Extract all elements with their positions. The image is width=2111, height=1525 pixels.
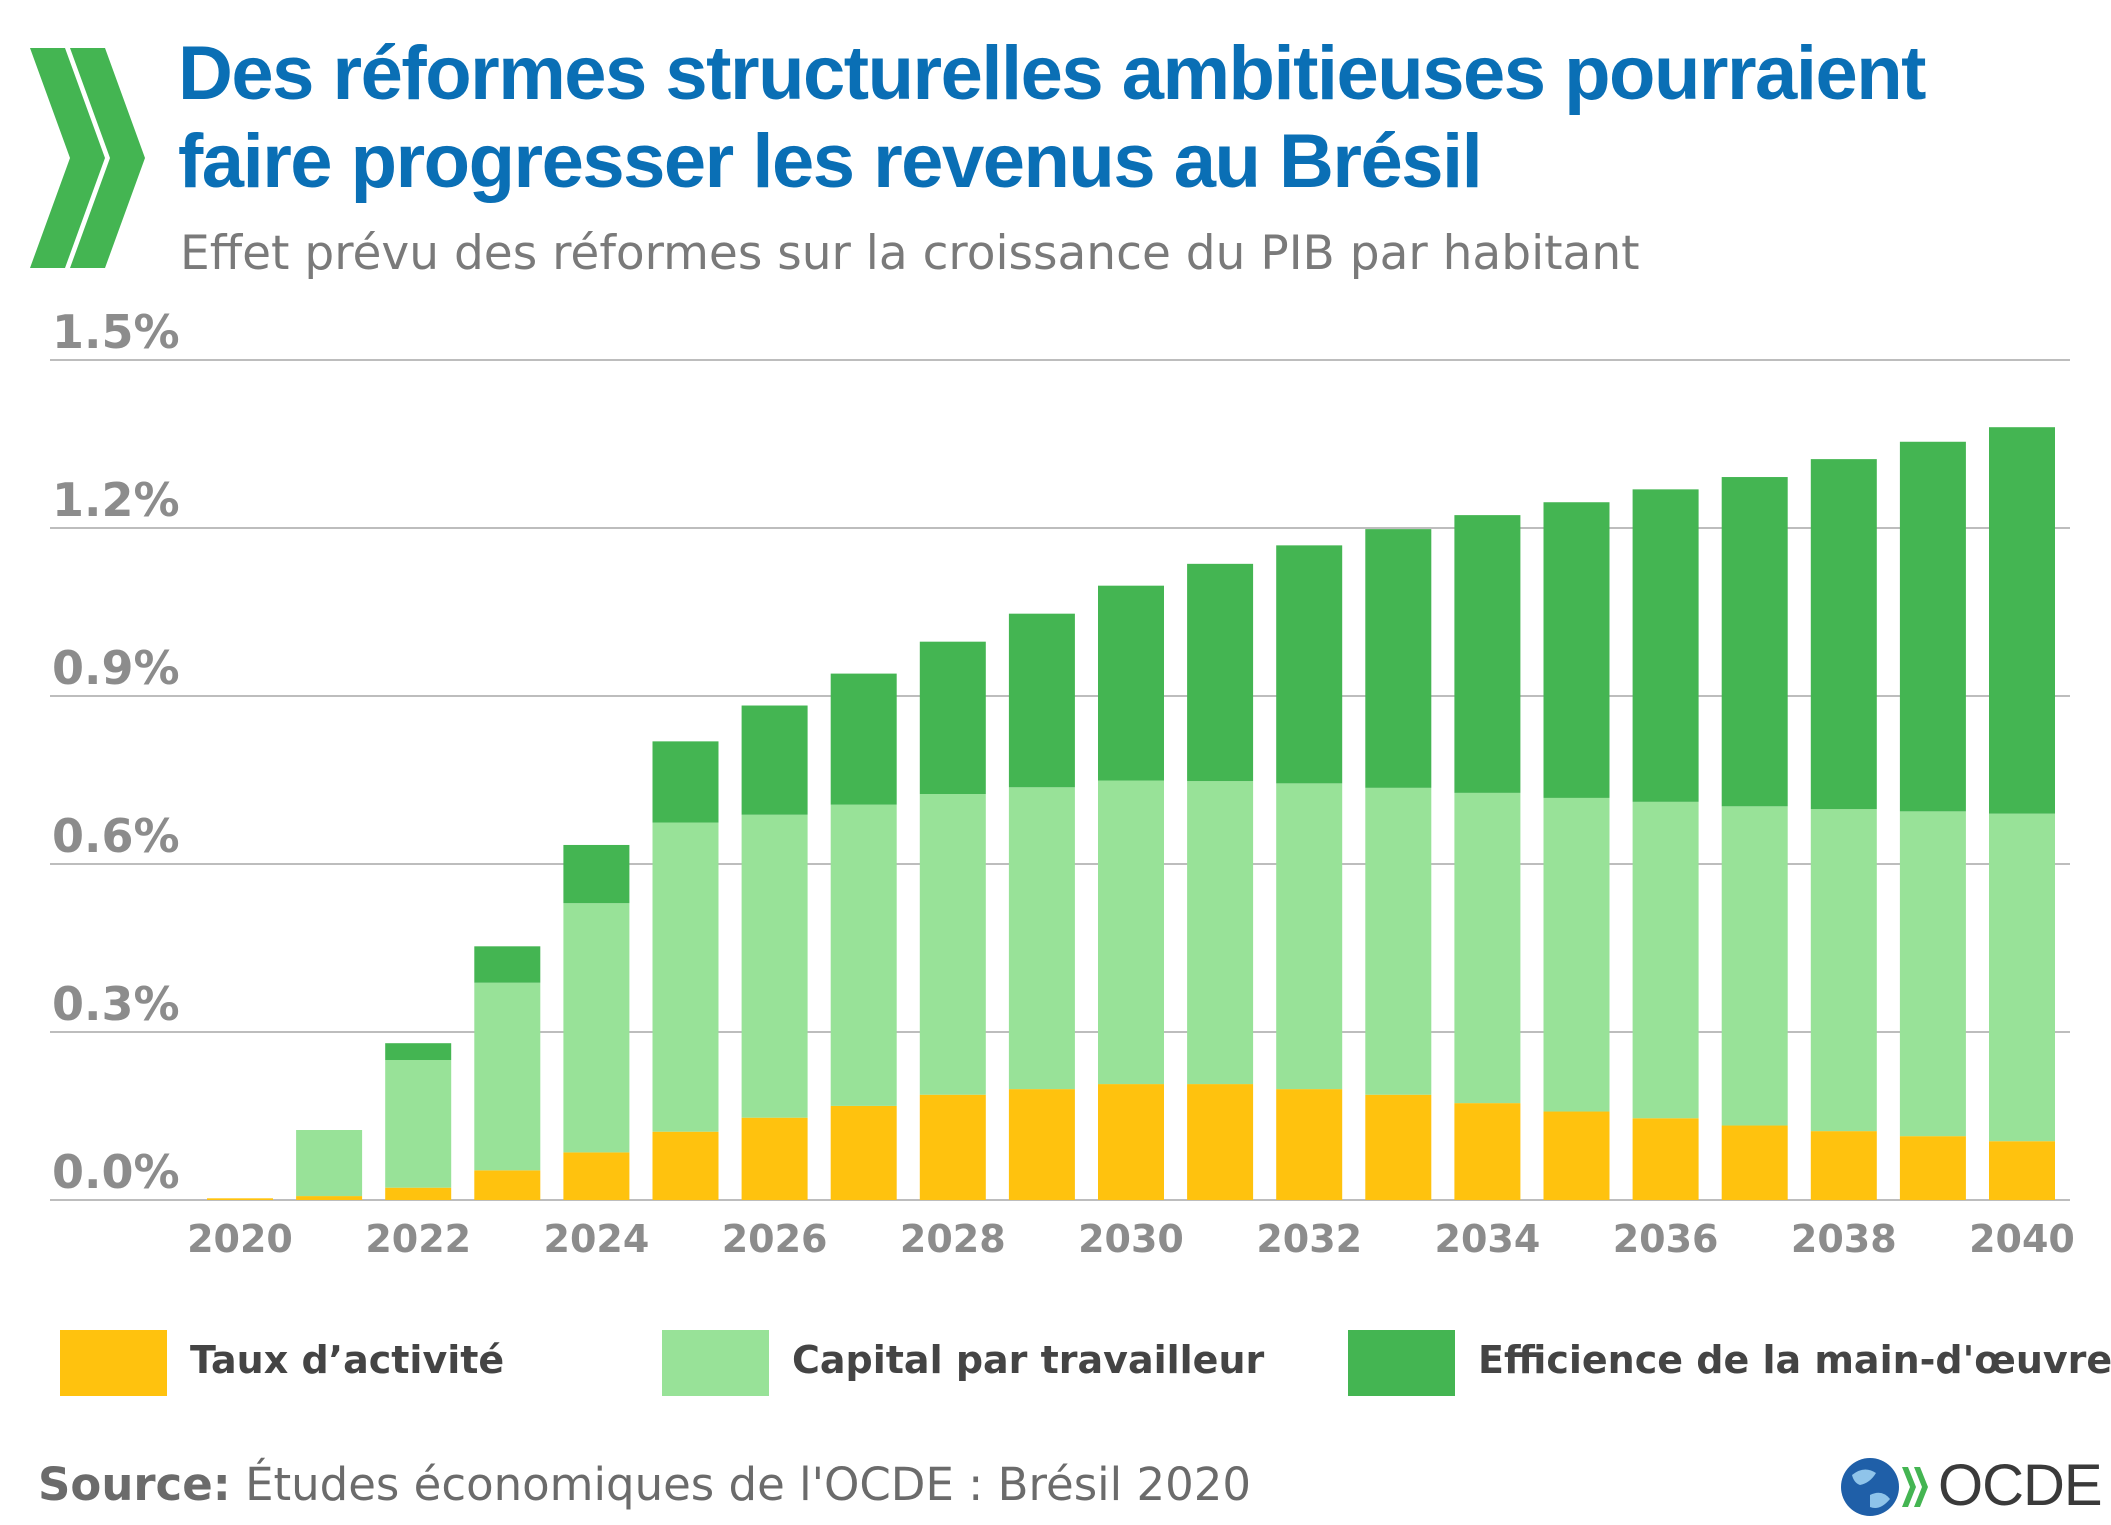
- bar-segment-efficience: [474, 946, 541, 983]
- bar-segment-taux: [1454, 1103, 1521, 1200]
- chart-subtitle: Effet prévu des réformes sur la croissan…: [180, 226, 1640, 281]
- y-tick-label: 1.5%: [52, 305, 180, 359]
- bar-segment-capital: [1899, 811, 1966, 1137]
- bar-segment-efficience: [1098, 585, 1164, 781]
- bar-segment-efficience: [1543, 502, 1610, 798]
- bar-segment-capital: [1543, 797, 1610, 1112]
- bar-segment-capital: [830, 804, 897, 1106]
- bar-segment-efficience: [1365, 529, 1432, 788]
- bar-segment-taux: [1365, 1094, 1432, 1200]
- chart-title: Des réformes structurelles ambitieuses p…: [178, 31, 1926, 204]
- x-tick-label: 2026: [722, 1217, 828, 1260]
- bar-segment-capital: [1454, 792, 1521, 1104]
- bar-segment-capital: [385, 1060, 452, 1188]
- bar-segment-efficience: [1008, 613, 1075, 788]
- bar-segment-taux: [741, 1117, 808, 1200]
- x-tick-label: 2030: [1078, 1217, 1184, 1260]
- bar-segment-capital: [1276, 783, 1343, 1090]
- bar-segment-taux: [1008, 1089, 1075, 1200]
- bar-segment-taux: [652, 1131, 719, 1200]
- bar-segment-capital: [474, 982, 541, 1171]
- x-tick-label: 2024: [544, 1217, 650, 1260]
- bar-segment-efficience: [1989, 427, 2055, 814]
- bar-segment-efficience: [741, 705, 808, 815]
- bar-segment-efficience: [1276, 545, 1343, 784]
- bar-segment-capital: [1187, 781, 1254, 1085]
- y-tick-label: 0.3%: [52, 977, 180, 1031]
- bar-segment-efficience: [1810, 459, 1877, 810]
- bar-segment-taux: [1098, 1084, 1164, 1200]
- bar-segment-taux: [1989, 1141, 2055, 1200]
- bar-segment-taux: [474, 1170, 541, 1200]
- x-tick-label: 2032: [1256, 1217, 1362, 1260]
- bar-segment-efficience: [1899, 441, 1966, 812]
- bar-segment-efficience: [1454, 515, 1521, 793]
- bar-segment-taux: [207, 1198, 273, 1200]
- legend-swatch-taux: [60, 1330, 167, 1396]
- bar-segment-taux: [385, 1187, 452, 1200]
- bar-segment-efficience: [1187, 563, 1254, 782]
- bar-segment-taux: [1632, 1118, 1699, 1200]
- x-tick-label: 2034: [1435, 1217, 1541, 1260]
- bar-segment-efficience: [919, 641, 986, 794]
- y-tick-label: 0.0%: [52, 1145, 180, 1199]
- y-tick-label: 1.2%: [52, 473, 180, 527]
- bar-segment-capital: [1989, 813, 2055, 1142]
- source-note: Source: Études économiques de l'OCDE : B…: [38, 1458, 1251, 1511]
- bar-segment-efficience: [652, 741, 719, 823]
- x-tick-label: 2022: [365, 1217, 471, 1260]
- legend-label-capital: Capital par travailleur: [792, 1338, 1265, 1382]
- oecd-chevron-icon: [30, 48, 145, 268]
- bar-segment-capital: [1632, 801, 1699, 1119]
- x-tick-label: 2036: [1613, 1217, 1719, 1260]
- bar-segment-capital: [1810, 809, 1877, 1132]
- y-tick-label: 0.6%: [52, 809, 180, 863]
- bar-segment-taux: [1810, 1131, 1877, 1200]
- bar-segment-taux: [1899, 1136, 1966, 1200]
- bar-segment-capital: [1098, 780, 1164, 1085]
- bar-segment-taux: [830, 1105, 897, 1200]
- x-tick-label: 2038: [1791, 1217, 1897, 1260]
- y-tick-label: 0.9%: [52, 641, 180, 695]
- oecd-globe-icon: [1841, 1458, 1928, 1516]
- bar-segment-taux: [1721, 1125, 1788, 1200]
- x-tick-label: 2040: [1969, 1217, 2075, 1260]
- source-text: Études économiques de l'OCDE : Brésil 20…: [245, 1458, 1251, 1511]
- bar-segment-efficience: [830, 673, 897, 805]
- bar-segment-capital: [1365, 787, 1432, 1095]
- bar-segment-efficience: [563, 844, 630, 904]
- source-label: Source:: [38, 1458, 231, 1511]
- x-tick-label: 2028: [900, 1217, 1006, 1260]
- bar-segment-taux: [296, 1196, 363, 1200]
- bar-segment-capital: [1721, 806, 1788, 1126]
- bars: [207, 427, 2055, 1200]
- y-axis-ticks: 0.0% 0.3% 0.6% 0.9% 1.2% 1.5%: [52, 305, 180, 1199]
- legend-label-taux: Taux d’activité: [190, 1338, 505, 1382]
- bar-segment-capital: [919, 794, 986, 1095]
- bar-segment-taux: [563, 1152, 630, 1200]
- legend-swatch-capital: [662, 1330, 769, 1396]
- bar-segment-capital: [563, 903, 630, 1153]
- bar-segment-taux: [919, 1094, 986, 1200]
- bar-segment-efficience: [385, 1043, 452, 1060]
- x-axis-ticks: 2020 2022 2024 2026 2028 2030 2032 2034 2036 2038…: [187, 1217, 2075, 1260]
- bar-segment-capital: [652, 822, 719, 1132]
- stacked-bar-chart: 0.0%0.3%0.6%0.9%1.2%1.5% 2020 2022 2024 202…: [50, 305, 2075, 1260]
- bar-segment-capital: [296, 1130, 363, 1197]
- oecd-logo-text: OCDE: [1938, 1453, 2103, 1518]
- bar-segment-capital: [1008, 787, 1075, 1090]
- legend-label-efficience: Efficience de la main-d'œuvre: [1478, 1338, 2111, 1382]
- bar-segment-taux: [1543, 1111, 1610, 1200]
- legend-swatch-efficience: [1348, 1330, 1455, 1396]
- bar-segment-efficience: [1721, 477, 1788, 807]
- x-tick-label: 2020: [187, 1217, 293, 1260]
- bar-segment-capital: [741, 814, 808, 1118]
- bar-segment-taux: [1187, 1084, 1254, 1200]
- bar-segment-taux: [1276, 1089, 1343, 1200]
- bar-segment-efficience: [1632, 489, 1699, 802]
